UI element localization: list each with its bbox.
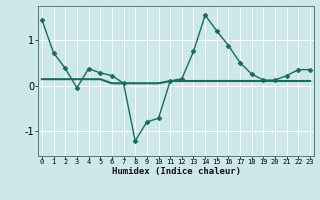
X-axis label: Humidex (Indice chaleur): Humidex (Indice chaleur) [111, 167, 241, 176]
